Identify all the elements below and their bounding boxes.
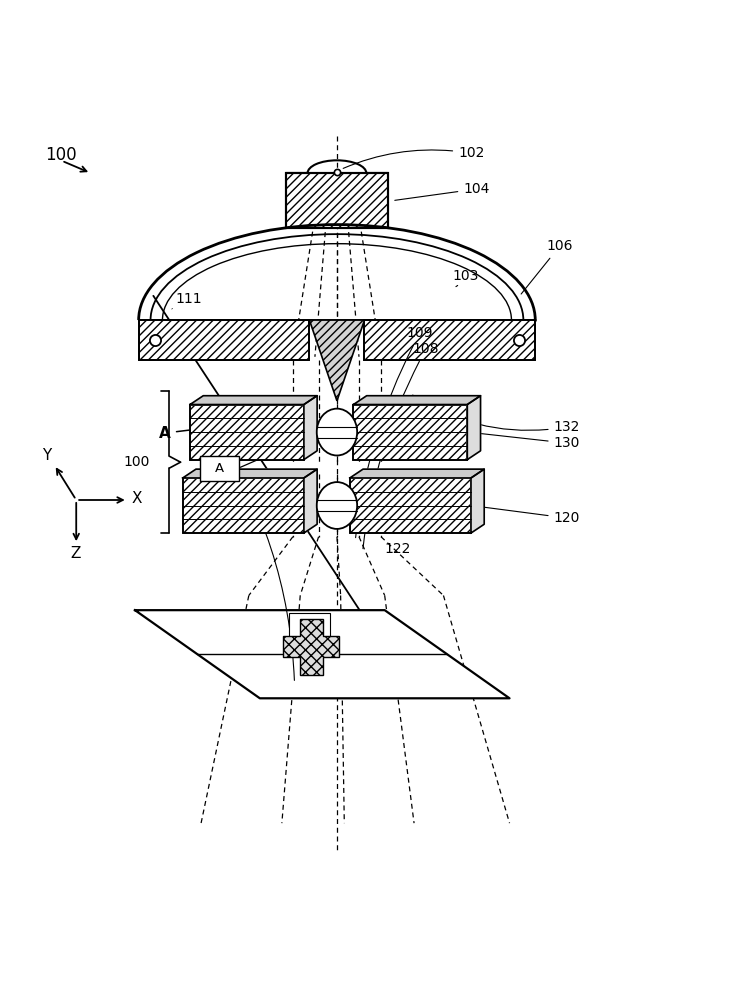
FancyBboxPatch shape	[200, 456, 239, 481]
Text: 100: 100	[45, 146, 77, 164]
Bar	[354, 405, 468, 460]
Bar	[190, 405, 304, 460]
Polygon shape	[304, 396, 317, 460]
Text: X: X	[131, 491, 141, 506]
Polygon shape	[183, 469, 317, 478]
Ellipse shape	[317, 409, 357, 455]
Text: A: A	[159, 414, 303, 441]
Bar	[354, 405, 468, 460]
Text: 104: 104	[394, 182, 490, 200]
Text: A: A	[215, 462, 224, 475]
Polygon shape	[350, 469, 484, 478]
Bar	[350, 478, 471, 533]
Text: 109: 109	[356, 326, 433, 538]
Polygon shape	[309, 320, 365, 401]
Polygon shape	[304, 469, 317, 533]
Text: 130: 130	[471, 430, 580, 450]
Bar	[138, 320, 309, 360]
Ellipse shape	[317, 482, 357, 529]
Polygon shape	[289, 613, 330, 640]
Text: 120: 120	[475, 504, 580, 525]
Text: Y: Y	[42, 448, 52, 463]
Polygon shape	[135, 610, 510, 698]
Text: 108: 108	[363, 342, 439, 549]
Bar	[365, 320, 535, 360]
Polygon shape	[283, 619, 339, 675]
Text: Z: Z	[70, 546, 81, 561]
Bar	[365, 320, 535, 360]
Bar	[286, 173, 388, 228]
Text: 132: 132	[413, 395, 580, 434]
Bar	[183, 478, 304, 533]
Text: 122: 122	[385, 542, 411, 556]
Text: 106: 106	[521, 239, 573, 294]
Text: 112: 112	[190, 408, 295, 680]
Bar	[183, 478, 304, 533]
Polygon shape	[471, 469, 484, 533]
Polygon shape	[190, 396, 317, 405]
Text: 103: 103	[452, 269, 479, 287]
Polygon shape	[354, 396, 480, 405]
Text: 111: 111	[172, 292, 202, 309]
Polygon shape	[468, 396, 480, 460]
Bar	[350, 478, 471, 533]
Bar	[286, 173, 388, 228]
Text: 100: 100	[124, 455, 149, 469]
Bar	[138, 320, 309, 360]
Text: 102: 102	[343, 146, 485, 168]
Bar	[190, 405, 304, 460]
